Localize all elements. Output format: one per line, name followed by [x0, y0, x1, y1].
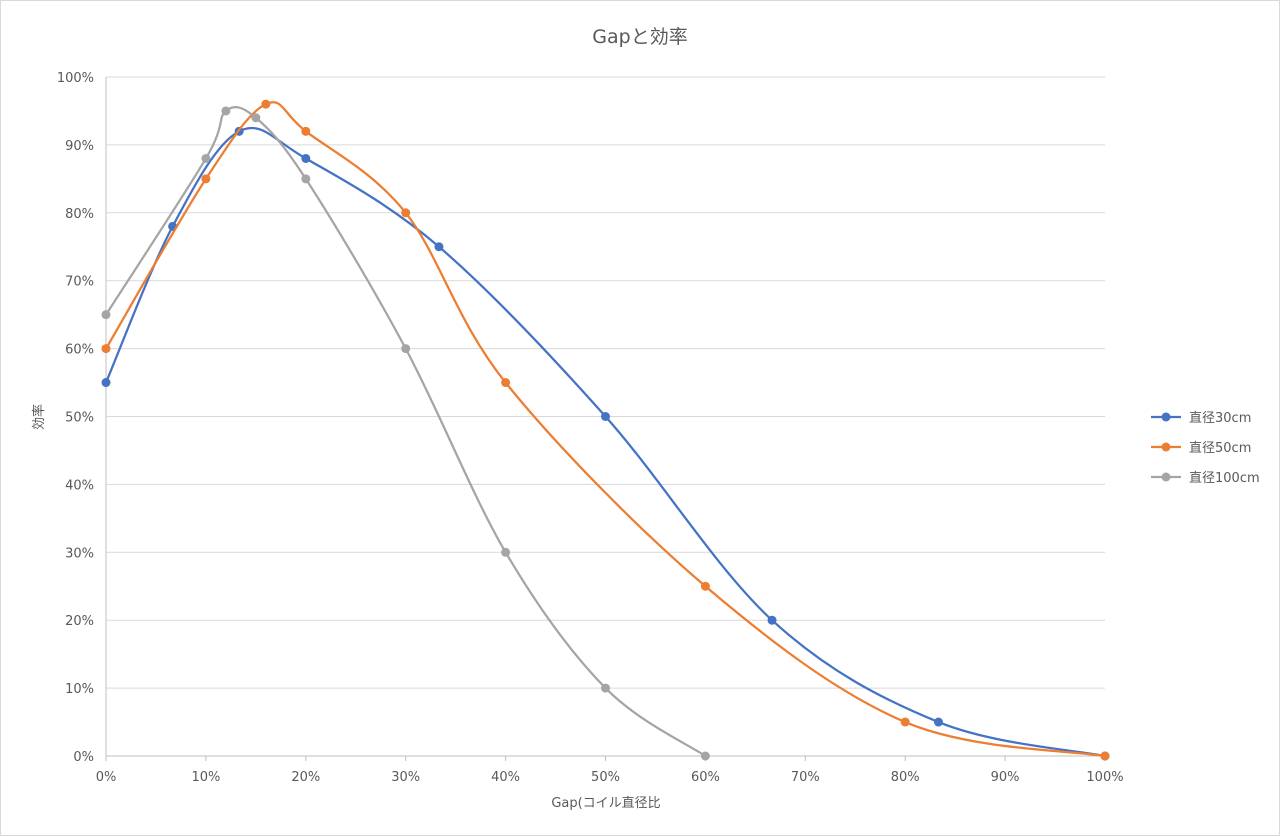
data-point [401, 208, 411, 218]
data-point [700, 581, 710, 591]
legend-swatch-marker [1161, 412, 1171, 422]
data-point [201, 174, 211, 184]
axes [105, 77, 1106, 761]
x-tick-labels: 0% 10% 20% 30% 40% 50% 60% 70% 80% 90% 100% [96, 770, 1124, 785]
data-point [201, 153, 211, 163]
data-point [101, 344, 111, 354]
x-tick-label: 40% [491, 770, 520, 785]
data-point [501, 547, 511, 557]
y-tick-label: 60% [65, 343, 94, 358]
x-tick-label: 60% [691, 770, 720, 785]
data-point [401, 344, 411, 354]
data-point [101, 310, 111, 320]
series-line [104, 126, 1107, 758]
legend-item: 直径30cm [1151, 411, 1251, 426]
series-3 [101, 106, 710, 761]
x-tick-label: 50% [591, 770, 620, 785]
data-point [301, 174, 311, 184]
y-tick-label: 20% [65, 614, 94, 629]
data-point [261, 99, 271, 109]
x-tick-label: 20% [291, 770, 320, 785]
x-tick-label: 90% [991, 770, 1020, 785]
data-point [900, 717, 910, 727]
y-tick-label: 70% [65, 275, 94, 290]
legend-item: 直径100cm [1151, 471, 1260, 486]
x-tick-label: 30% [391, 770, 420, 785]
legend-label: 直径100cm [1189, 471, 1260, 486]
data-point [251, 113, 261, 123]
data-point [767, 615, 777, 625]
data-point [601, 412, 610, 421]
y-tick-label: 40% [65, 478, 94, 493]
series-1 [101, 126, 1110, 761]
data-point [601, 683, 610, 693]
data-point [700, 751, 710, 761]
y-tick-label: 90% [65, 139, 94, 154]
x-tick-label: 80% [891, 770, 920, 785]
y-tick-label: 100% [57, 71, 94, 86]
series [101, 99, 1110, 761]
data-point [933, 717, 943, 727]
data-point [101, 378, 111, 388]
y-tick-label: 80% [65, 207, 94, 222]
series-2 [101, 99, 1110, 761]
legend-label: 直径30cm [1189, 411, 1251, 426]
legend-item: 直径50cm [1151, 441, 1251, 456]
legend-swatch-marker [1161, 472, 1171, 482]
data-point [221, 106, 231, 116]
data-point [501, 378, 511, 388]
series-line [104, 101, 1107, 758]
x-tick-label: 10% [191, 770, 220, 785]
x-tick-label: 100% [1086, 770, 1123, 785]
x-axis-title: Gap(コイル直径比 [551, 796, 660, 811]
x-tick-label: 70% [791, 770, 820, 785]
data-point [1100, 751, 1110, 761]
legend-label: 直径50cm [1189, 441, 1251, 456]
y-tick-label: 50% [65, 411, 94, 426]
y-tick-label: 0% [73, 750, 94, 765]
data-point [301, 153, 311, 163]
y-axis-title: 効率 [31, 404, 47, 430]
y-tick-label: 10% [65, 682, 94, 697]
legend: 直径30cm 直径50cm 直径100cm [1151, 411, 1260, 486]
chart-title: Gapと効率 [592, 26, 687, 48]
legend-swatch-marker [1161, 442, 1171, 452]
gridlines [106, 76, 1105, 689]
data-point [434, 242, 444, 252]
data-point [301, 126, 311, 136]
series-line [104, 106, 707, 758]
x-tick-label: 0% [96, 770, 117, 785]
y-tick-label: 30% [65, 546, 94, 561]
y-tick-labels: 0% 10% 20% 30% 40% 50% 60% 70% 80% 90% 100% [57, 71, 94, 765]
